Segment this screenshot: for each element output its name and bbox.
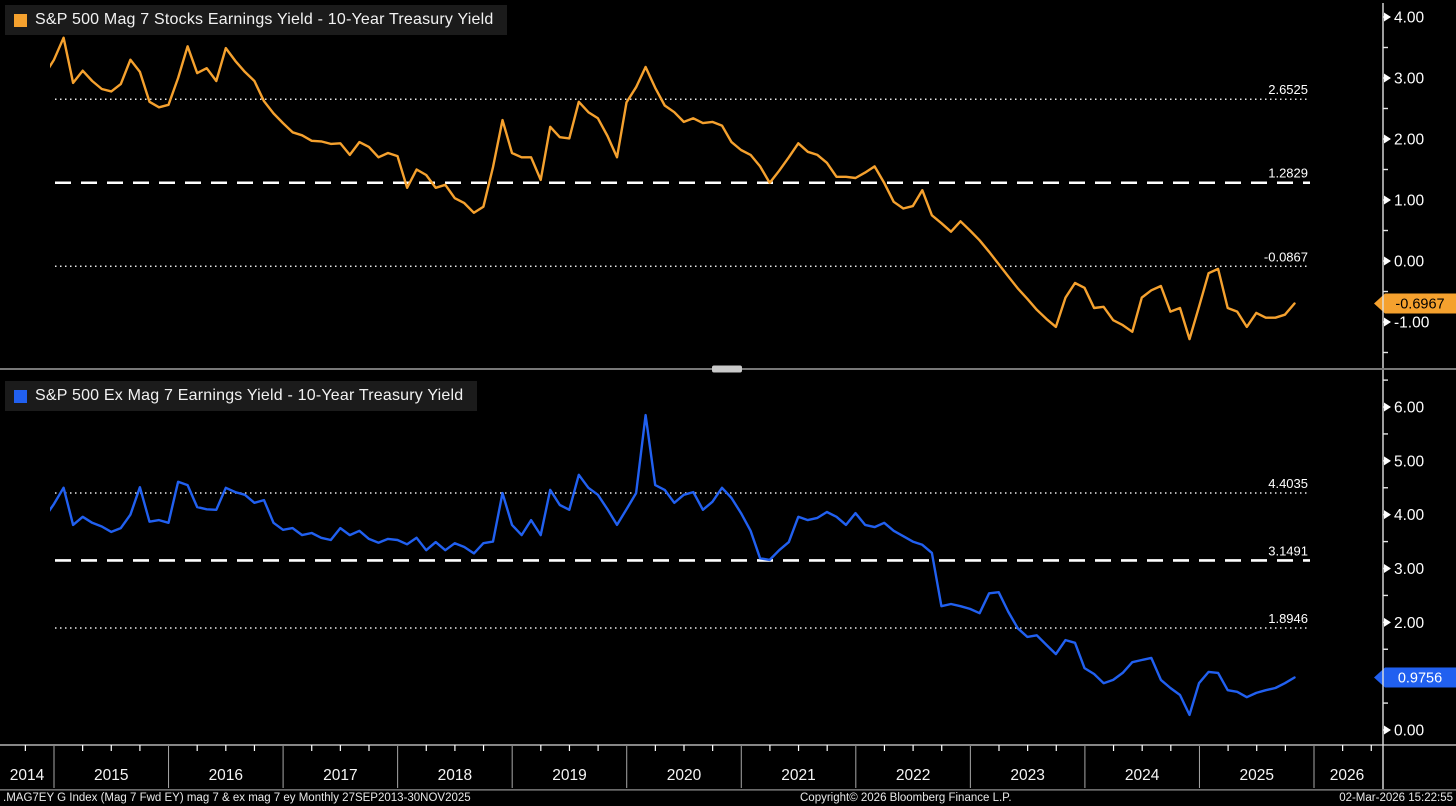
- panel-bottom: 4.40353.14911.89466.005.004.003.002.001.…: [50, 379, 1456, 740]
- y-axis-tick-label: 1.00: [1394, 193, 1425, 210]
- y-axis-tick-label: 6.00: [1394, 400, 1425, 417]
- panel-title-top: S&P 500 Mag 7 Stocks Earnings Yield - 10…: [5, 5, 508, 35]
- y-axis-tick-label: 2.00: [1394, 132, 1425, 149]
- timestamp: 02-Mar-2026 15:22:55: [1339, 792, 1453, 804]
- reference-line-label: 4.4035: [1268, 476, 1308, 491]
- reference-line-label: 1.8946: [1268, 611, 1308, 626]
- copyright-text: Copyright© 2026 Bloomberg Finance L.P.: [800, 792, 1012, 804]
- reference-line-label: -0.0867: [1264, 249, 1308, 264]
- x-axis: 2014 2015 2016 2017 2018 2019 2020 2021 2022 2023…: [0, 744, 1456, 790]
- y-axis-tick-label: -1.00: [1394, 315, 1430, 332]
- reference-line-label: 2.6525: [1268, 82, 1308, 97]
- reference-line-label: 3.1491: [1268, 543, 1308, 558]
- x-axis-year-label: 2020: [667, 767, 702, 784]
- x-axis-year-label: 2016: [209, 767, 243, 784]
- reference-line-label: 1.2829: [1268, 166, 1308, 181]
- y-axis-tick-label: 5.00: [1394, 453, 1425, 470]
- y-axis-tick-label: 4.00: [1394, 507, 1425, 524]
- last-value-label: 0.9756: [1398, 670, 1442, 686]
- panel-title-bottom: S&P 500 Ex Mag 7 Earnings Yield - 10-Yea…: [5, 381, 478, 411]
- x-axis-year-label: 2025: [1239, 767, 1273, 784]
- y-axis-tick-label: 0.00: [1394, 723, 1425, 740]
- legend-swatch-mag7: [14, 13, 27, 27]
- panel-title-bottom-label: S&P 500 Ex Mag 7 Earnings Yield - 10-Yea…: [35, 387, 464, 404]
- y-axis-tick-label: 2.00: [1394, 615, 1425, 632]
- last-value-badge-mag7: -0.6967: [1374, 293, 1456, 314]
- panel-top: 2.6525 1.2829 -0.0867 4.00 3.00 2.00 1.00 0.00 -…: [50, 10, 1456, 354]
- panel-splitter-handle[interactable]: [712, 365, 742, 373]
- x-axis-year-label: 2017: [323, 767, 357, 784]
- x-axis-year-label: 2026: [1330, 767, 1364, 784]
- x-axis-year-label: 2019: [552, 767, 586, 784]
- y-axis-tick-label: 3.00: [1394, 71, 1425, 88]
- last-value-badge-ex-mag7: 0.9756: [1374, 667, 1456, 688]
- x-axis-year-label: 2022: [896, 767, 930, 784]
- x-axis-year-label: 2023: [1010, 767, 1044, 784]
- x-axis-year-label: 2014: [10, 767, 45, 784]
- y-axis-tick-label: 0.00: [1394, 254, 1425, 271]
- legend-swatch-exmag7: [14, 389, 27, 403]
- series-line-mag7: [50, 36, 1296, 341]
- status-bar: .MAG7EY G Index (Mag 7 Fwd EY) mag 7 & e…: [0, 790, 1456, 806]
- ticker-info: .MAG7EY G Index (Mag 7 Fwd EY) mag 7 & e…: [3, 792, 471, 804]
- x-axis-year-label: 2018: [438, 767, 472, 784]
- series-line-ex-mag7: [50, 413, 1296, 717]
- x-axis-year-label: 2021: [781, 767, 815, 784]
- panel-title-top-label: S&P 500 Mag 7 Stocks Earnings Yield - 10…: [35, 11, 494, 28]
- y-axis-tick-label: 3.00: [1394, 561, 1425, 578]
- x-axis-year-label: 2015: [94, 767, 128, 784]
- x-axis-year-label: 2024: [1125, 767, 1160, 784]
- y-axis-tick-label: 4.00: [1394, 10, 1425, 27]
- last-value-label: -0.6967: [1395, 296, 1444, 312]
